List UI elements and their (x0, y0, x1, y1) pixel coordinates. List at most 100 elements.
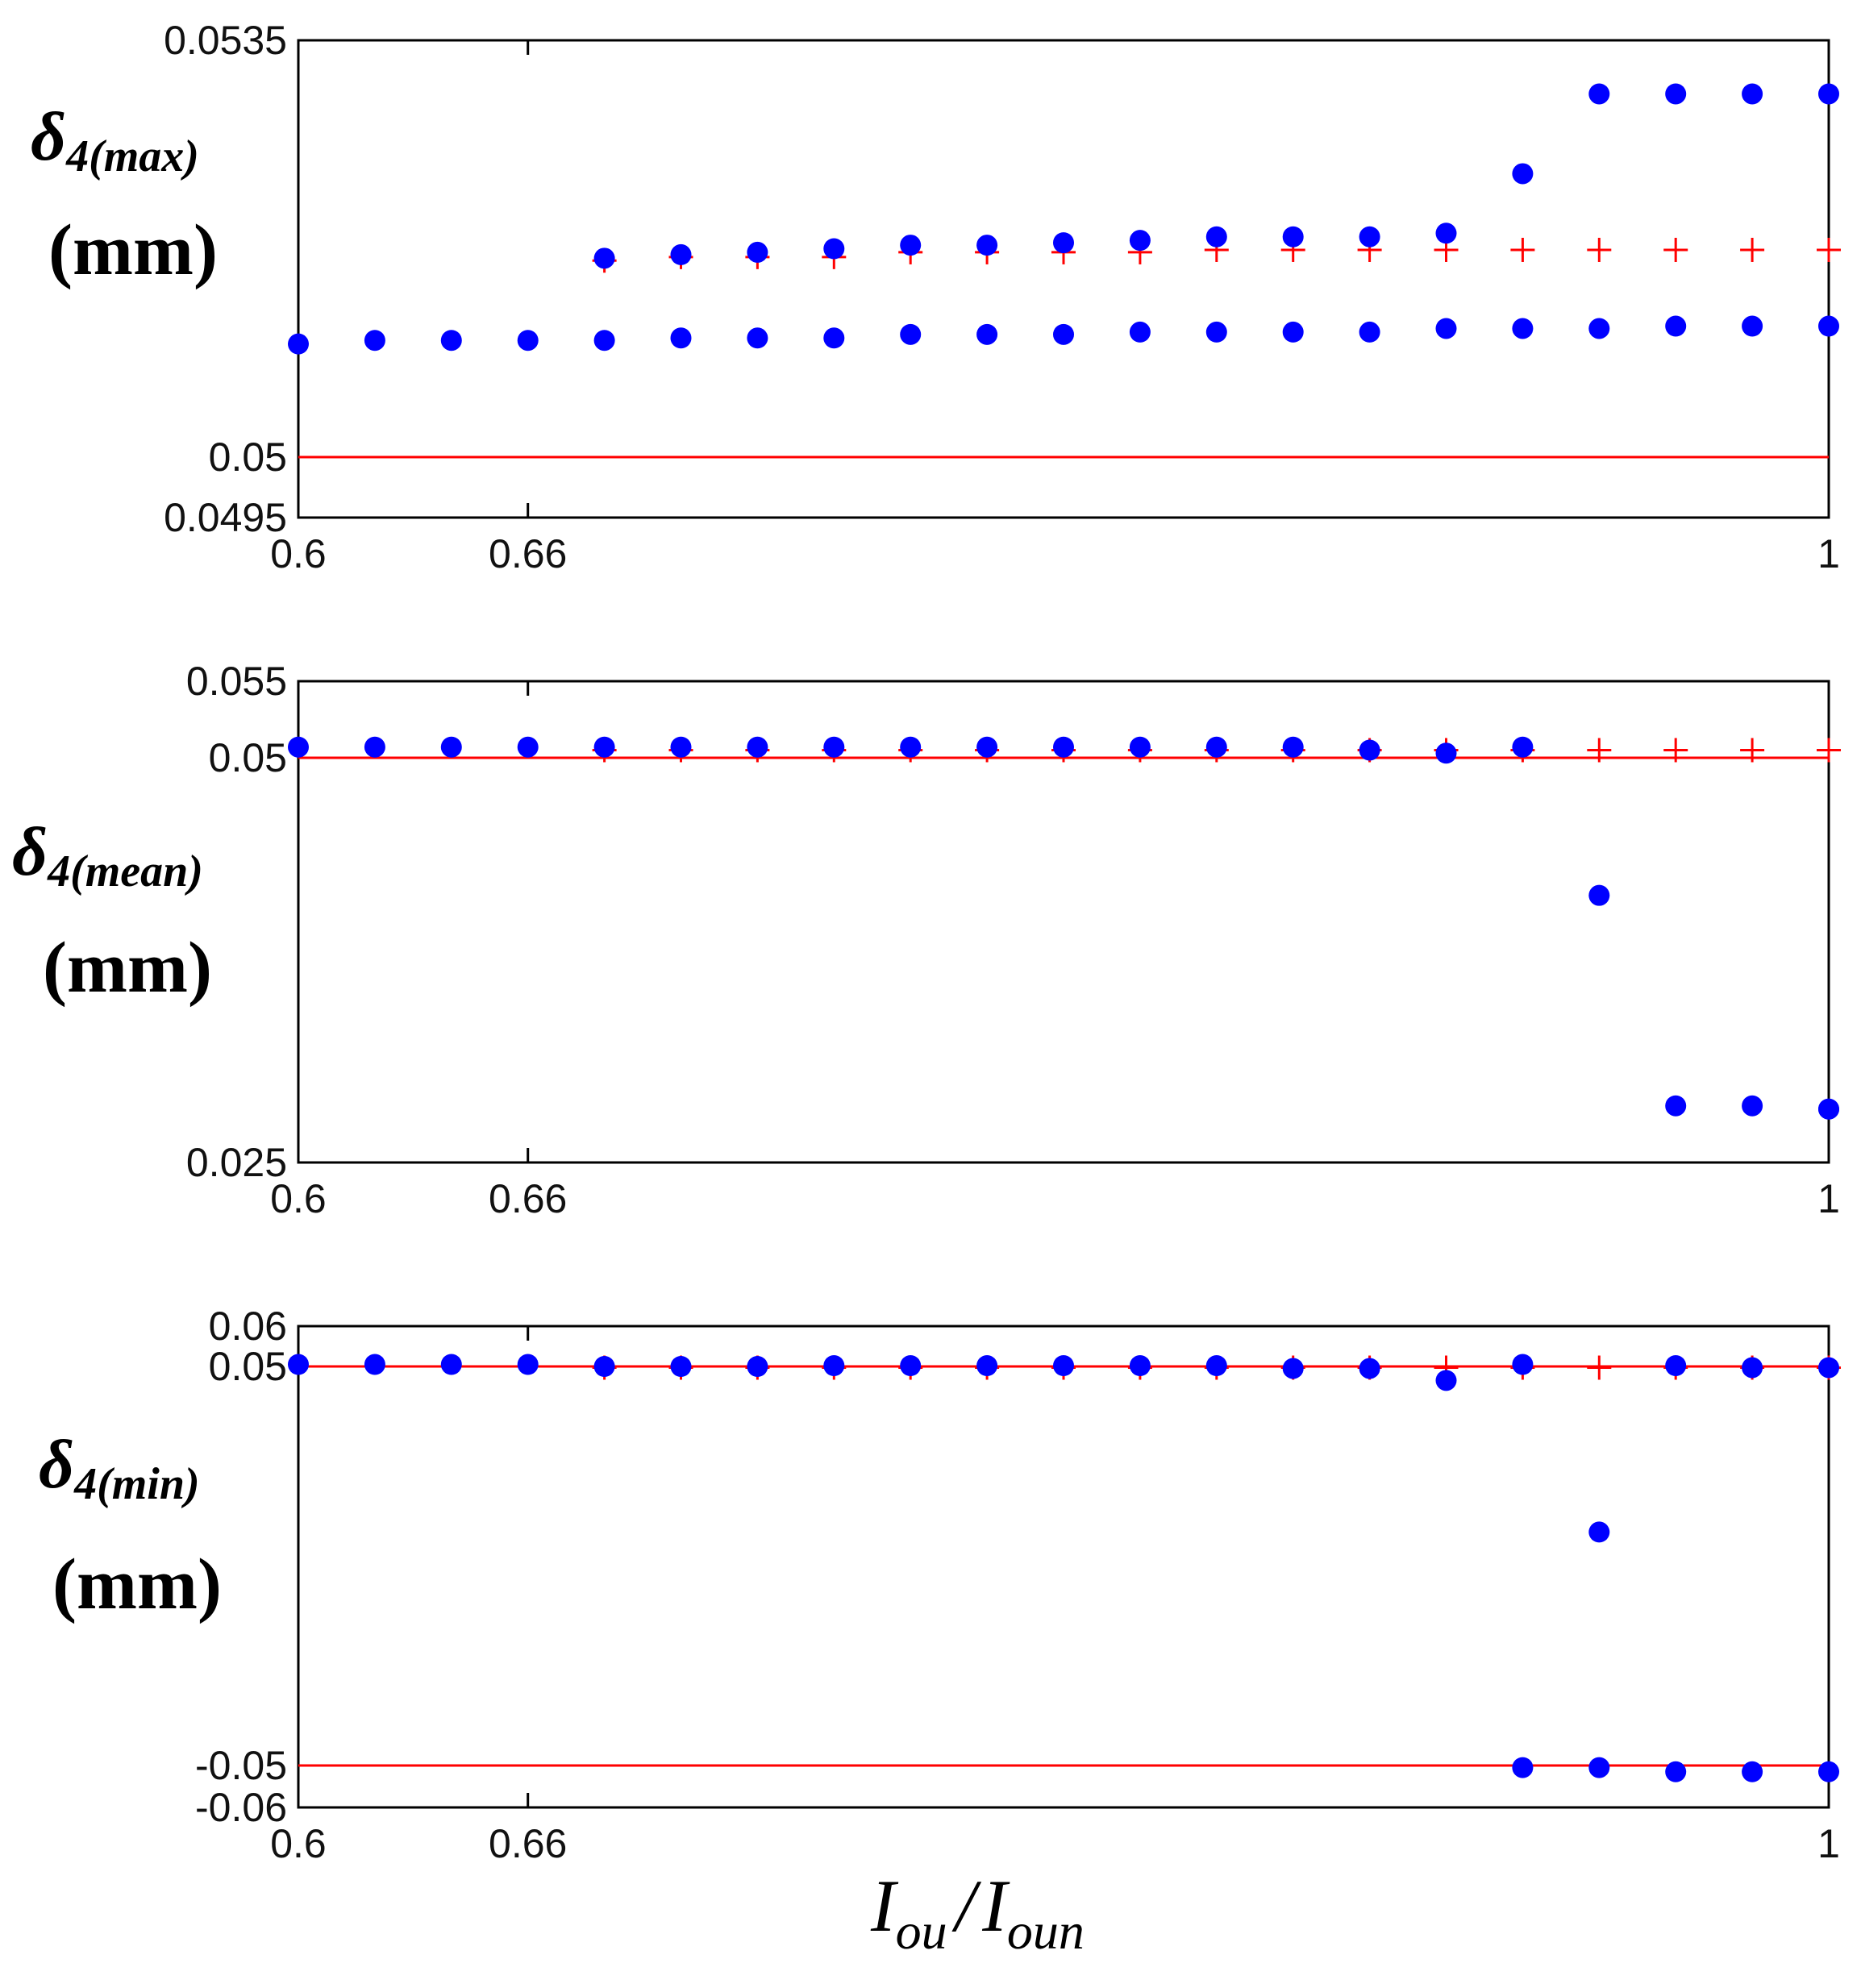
y-axis-label-unit: (mm) (48, 210, 218, 290)
data-point-dot (1665, 315, 1687, 337)
y-tick-label: 0.025 (186, 1140, 287, 1185)
plot-frame (297, 680, 1830, 1164)
data-points (288, 736, 1841, 1120)
data-point-dot (288, 333, 309, 355)
x-tick-label: 1 (1817, 1821, 1840, 1866)
panel-delta4-max: 0.0535 0.05 0.0495 0.6 0.66 1 δ4(max) (mm) (31, 18, 1841, 576)
data-point-dot (1588, 884, 1610, 906)
data-point-dot (440, 330, 462, 351)
data-points (288, 1354, 1841, 1782)
data-point-dot (517, 330, 539, 351)
y-axis-label-subscript: 4(mean) (47, 846, 203, 896)
data-point-dot (1818, 83, 1839, 105)
y-tick-label: 0.0535 (164, 18, 287, 63)
data-point-dot (900, 736, 922, 758)
data-point-dot (1053, 232, 1074, 254)
x-tick-label: 0.66 (489, 1821, 567, 1866)
data-point-dot (288, 1354, 309, 1375)
data-point-dot (1588, 1757, 1610, 1778)
data-point-dot (1665, 83, 1687, 105)
data-point-dot (1129, 230, 1151, 252)
data-point-dot (1435, 318, 1457, 339)
y-axis-label-unit: (mm) (43, 928, 212, 1008)
data-point-plus (1587, 738, 1612, 763)
data-point-dot (1205, 736, 1227, 758)
data-point-dot (976, 235, 998, 256)
data-point-dot (1665, 1095, 1687, 1117)
data-point-dot (976, 323, 998, 345)
y-tick-label: -0.05 (195, 1743, 287, 1788)
x-tick-label: 0.66 (489, 1176, 567, 1221)
data-point-dot (747, 736, 768, 758)
data-point-dot (747, 1356, 768, 1377)
data-point-dot (670, 736, 692, 758)
data-point-dot (1818, 1098, 1839, 1120)
data-point-dot (823, 1355, 845, 1376)
x-tick-label: 0.66 (489, 531, 567, 576)
data-point-dot (517, 1354, 539, 1375)
data-point-dot (900, 1355, 922, 1376)
data-point-dot (1818, 315, 1839, 337)
data-point-plus (1817, 237, 1841, 262)
x-axis-label: Iou/Ioun (870, 1865, 1085, 1960)
data-point-dot (1512, 163, 1534, 185)
tick-marks (297, 1325, 1830, 1809)
data-point-dot (823, 736, 845, 758)
reference-lines (298, 1365, 1829, 1767)
data-point-dot (1435, 1370, 1457, 1391)
y-axis-label-symbol: δ4(max) (31, 98, 199, 181)
y-tick-labels: 0.0535 0.05 0.0495 (164, 18, 287, 540)
data-point-dot (1665, 1761, 1687, 1782)
tick-marks (297, 39, 1830, 519)
data-point-dot (1129, 321, 1151, 343)
y-axis-label-unit: (mm) (52, 1545, 222, 1624)
data-point-dot (593, 247, 615, 269)
data-point-plus (1510, 237, 1535, 262)
data-point-dot (364, 330, 385, 351)
data-point-dot (1205, 1355, 1227, 1376)
x-tick-labels: 0.6 0.66 1 (270, 531, 1840, 576)
data-point-dot (1053, 1355, 1074, 1376)
y-tick-label: 0.05 (209, 735, 287, 780)
data-point-dot (1282, 226, 1304, 247)
data-point-dot (976, 736, 998, 758)
x-tick-label: 0.6 (270, 531, 327, 576)
x-axis-label-sub2: oun (1007, 1903, 1085, 1960)
x-tick-labels: 0.6 0.66 1 (270, 1821, 1840, 1866)
x-tick-labels: 0.6 0.66 1 (270, 1176, 1840, 1221)
data-point-dot (1588, 318, 1610, 339)
data-point-dot (1512, 1354, 1534, 1375)
y-tick-label: 0.0495 (164, 495, 287, 540)
y-axis-label-subscript: 4(min) (73, 1459, 200, 1509)
y-axis-label-symbol: δ4(mean) (12, 813, 203, 896)
data-point-dot (364, 736, 385, 758)
data-point-dot (1742, 83, 1763, 105)
x-tick-label: 0.6 (270, 1821, 327, 1866)
data-point-dot (1282, 736, 1304, 758)
plot-frame (297, 1325, 1830, 1809)
data-point-dot (288, 736, 309, 758)
data-point-dot (593, 330, 615, 351)
x-axis-label-sub1: ou (896, 1903, 947, 1960)
data-point-dot (1282, 1358, 1304, 1379)
data-point-dot (593, 736, 615, 758)
y-axis-label-symbol: δ4(min) (39, 1425, 200, 1509)
y-tick-label: -0.06 (195, 1785, 287, 1830)
data-point-dot (1818, 1357, 1839, 1379)
data-point-dot (1588, 83, 1610, 105)
y-axis-label-subscript: 4(max) (65, 131, 199, 181)
data-point-dot (747, 327, 768, 349)
data-point-dot (1435, 223, 1457, 244)
data-point-dot (440, 1354, 462, 1375)
data-point-dot (670, 327, 692, 349)
data-point-dot (1818, 1761, 1839, 1782)
data-point-dot (1282, 321, 1304, 343)
data-point-dot (1359, 321, 1380, 343)
data-point-dot (670, 243, 692, 265)
plot-frame (297, 39, 1830, 519)
data-point-dot (1205, 321, 1227, 343)
panel-delta4-mean: 0.055 0.05 0.025 0.6 0.66 1 δ4(mean) (mm) (12, 659, 1841, 1221)
data-point-plus (1663, 237, 1688, 262)
data-point-dot (1588, 1521, 1610, 1543)
